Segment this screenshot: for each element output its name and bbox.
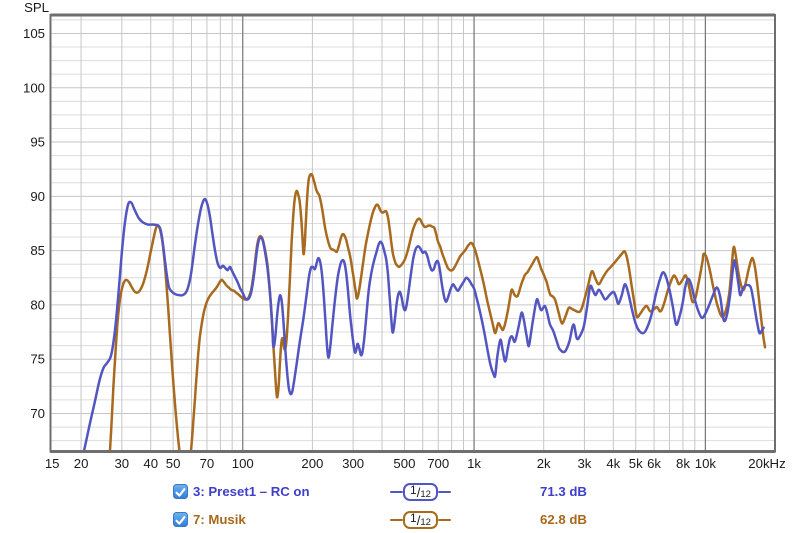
y-axis-tick-label: 105 xyxy=(23,26,45,41)
y-axis-tick-label: 90 xyxy=(30,189,45,204)
x-axis-tick-label: 300 xyxy=(342,456,364,471)
x-axis-tick-label: 10k xyxy=(695,456,717,471)
smoothing-box: 1/12 xyxy=(403,511,438,529)
smoothing-numerator: 1 xyxy=(410,483,417,497)
checkbox-musik[interactable] xyxy=(173,512,188,527)
smoothing-slash: / xyxy=(416,512,421,528)
smoothing-control-preset1[interactable]: 1/12 xyxy=(390,481,451,503)
checkmark-icon xyxy=(175,488,186,497)
smoothing-numerator: 1 xyxy=(410,511,417,525)
smoothing-slash: / xyxy=(416,484,421,500)
x-axis-tick-label: 40 xyxy=(143,456,158,471)
legend-row-musik: 7: Musik 1/12 62.8 dB xyxy=(0,509,800,531)
x-axis-tick-label: 30 xyxy=(114,456,129,471)
x-axis-tick-label: 50 xyxy=(166,456,181,471)
x-axis-tick-label: 20 xyxy=(74,456,89,471)
legend-value-preset1: 71.3 dB xyxy=(540,484,587,499)
y-axis-tick-label: 80 xyxy=(30,297,45,312)
x-axis-tick-label: 70 xyxy=(200,456,215,471)
x-axis-tick-label: 5k xyxy=(629,456,643,471)
smoothing-box: 1/12 xyxy=(403,483,438,501)
trace-musik xyxy=(108,172,767,451)
smoothing-dash-right xyxy=(437,490,451,494)
y-axis-title: SPL xyxy=(24,0,49,15)
x-axis-tick-label: 2k xyxy=(537,456,551,471)
x-axis-tick-label: 3k xyxy=(577,456,591,471)
legend-value-musik: 62.8 dB xyxy=(540,512,587,527)
trace-preset1 xyxy=(82,197,765,451)
x-axis-tick-label: 1k xyxy=(467,456,481,471)
legend-row-preset1: 3: Preset1 – RC on 1/12 71.3 dB xyxy=(0,481,800,503)
x-axis-tick-label: 200 xyxy=(301,456,323,471)
x-axis-tick-label: 700 xyxy=(427,456,449,471)
x-axis-tick-label: 100 xyxy=(232,456,254,471)
smoothing-dash-left xyxy=(390,518,403,522)
smoothing-denominator: 12 xyxy=(420,517,431,528)
y-axis-tick-label: 75 xyxy=(30,352,45,367)
y-axis-tick-label: 85 xyxy=(30,243,45,258)
checkbox-preset1[interactable] xyxy=(173,484,188,499)
y-axis-tick-label: 70 xyxy=(30,406,45,421)
smoothing-control-musik[interactable]: 1/12 xyxy=(390,509,451,531)
legend-label-musik[interactable]: 7: Musik xyxy=(193,512,246,527)
x-axis-tick-label: 4k xyxy=(606,456,620,471)
x-axis-tick-label: 500 xyxy=(393,456,415,471)
x-axis-tick-label: 20kHz xyxy=(748,456,785,471)
x-axis-tick-label: 6k xyxy=(647,456,661,471)
spl-chart: SPL 105 100 95 90 85 80 75 70 15 20 30 40 50 70 100 200 3… xyxy=(23,0,786,471)
y-axis-tick-label: 95 xyxy=(30,135,45,150)
smoothing-denominator: 12 xyxy=(420,489,431,500)
y-axis-tick-label: 100 xyxy=(23,80,45,95)
x-axis-tick-label: 15 xyxy=(45,456,60,471)
smoothing-dash-left xyxy=(390,490,403,494)
x-axis-tick-label: 8k xyxy=(676,456,690,471)
legend-label-preset1[interactable]: 3: Preset1 – RC on xyxy=(193,484,310,499)
checkmark-icon xyxy=(175,516,186,525)
smoothing-dash-right xyxy=(437,518,451,522)
